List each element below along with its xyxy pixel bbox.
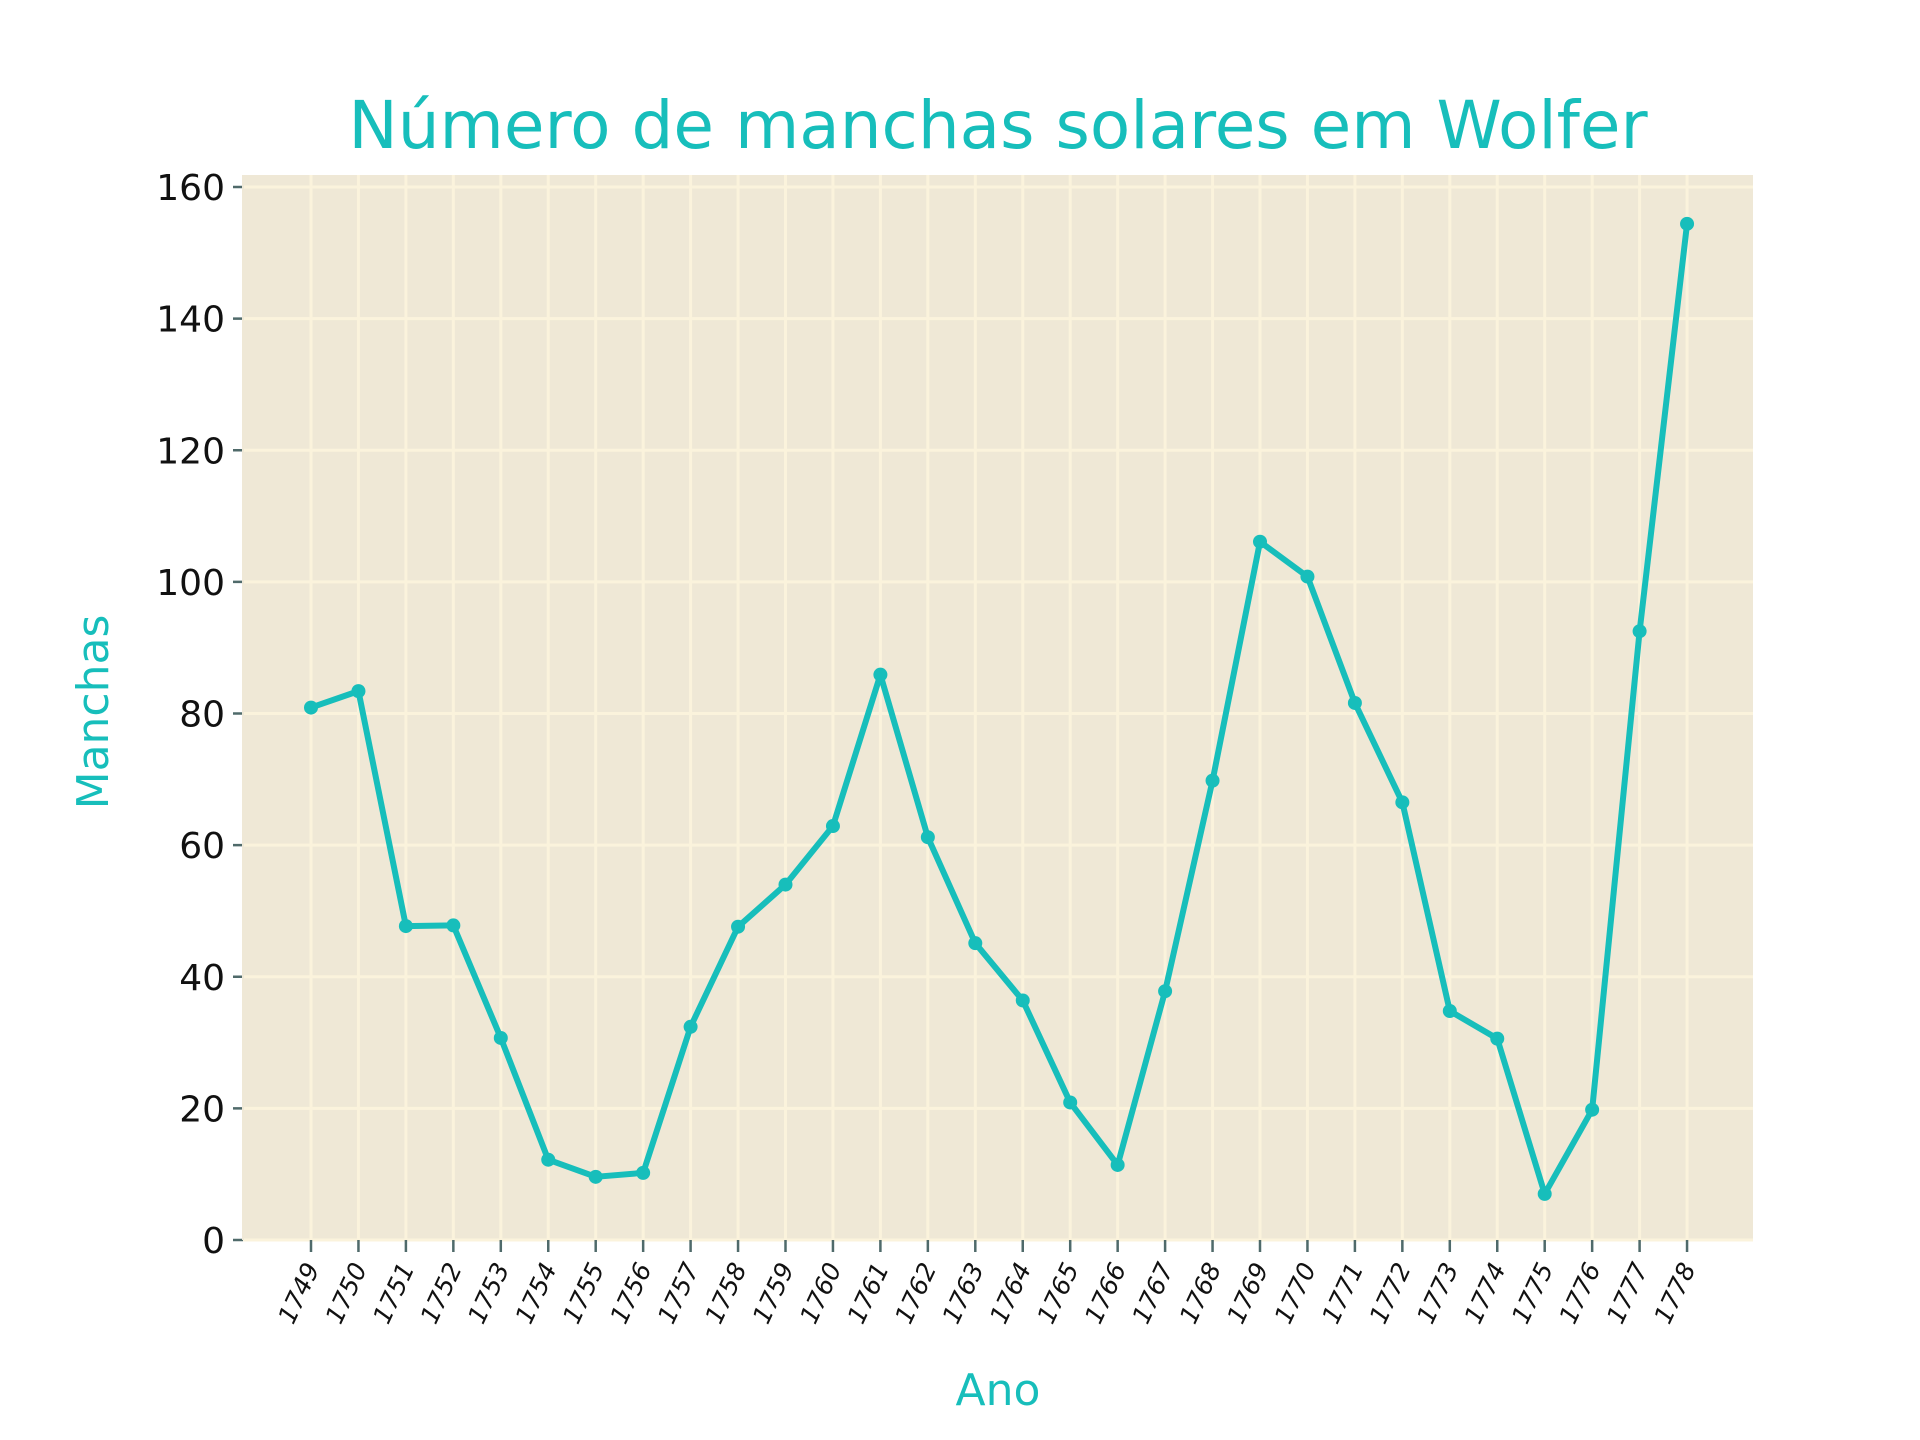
data-point	[493, 1030, 508, 1045]
data-point	[351, 684, 366, 699]
data-point	[920, 830, 935, 845]
data-point	[304, 700, 318, 715]
y-tick-label: 120	[156, 431, 225, 472]
data-point	[1585, 1102, 1600, 1117]
y-tick-label: 0	[202, 1221, 225, 1262]
y-axis-label: Manchas	[68, 615, 119, 810]
y-tick-label: 60	[179, 826, 225, 867]
data-point	[1063, 1095, 1078, 1110]
data-point	[825, 819, 840, 834]
data-point	[731, 919, 746, 934]
x-axis-label: Ano	[956, 1365, 1041, 1416]
data-point	[1205, 773, 1220, 788]
data-point	[588, 1169, 603, 1184]
data-series	[304, 216, 1695, 1201]
data-point	[1442, 1003, 1457, 1018]
data-point	[1110, 1157, 1125, 1172]
data-point	[1300, 569, 1315, 584]
data-point	[541, 1152, 556, 1167]
data-point	[636, 1165, 651, 1180]
data-point	[1253, 534, 1267, 549]
data-point	[1015, 993, 1030, 1008]
data-point	[968, 936, 983, 951]
data-point	[1632, 624, 1647, 639]
data-point	[778, 877, 793, 892]
data-point	[1395, 795, 1410, 810]
chart-title: Número de manchas solares em Wolfer	[348, 87, 1648, 164]
data-point	[1537, 1186, 1552, 1201]
data-point	[1347, 695, 1362, 710]
y-tick-label: 80	[179, 695, 225, 736]
data-point	[683, 1019, 698, 1034]
data-point	[398, 919, 413, 934]
data-point	[1680, 216, 1695, 231]
data-point	[446, 918, 461, 933]
y-tick-label: 160	[156, 168, 225, 209]
y-tick-label: 100	[156, 563, 225, 604]
data-point	[1158, 984, 1173, 999]
y-tick-label: 40	[179, 958, 225, 999]
y-tick-label: 140	[156, 300, 225, 341]
plot-area	[243, 175, 1753, 1240]
y-tick-label: 20	[179, 1089, 225, 1130]
series-line	[308, 220, 1691, 1197]
data-point	[873, 667, 888, 682]
data-point	[1490, 1031, 1505, 1046]
